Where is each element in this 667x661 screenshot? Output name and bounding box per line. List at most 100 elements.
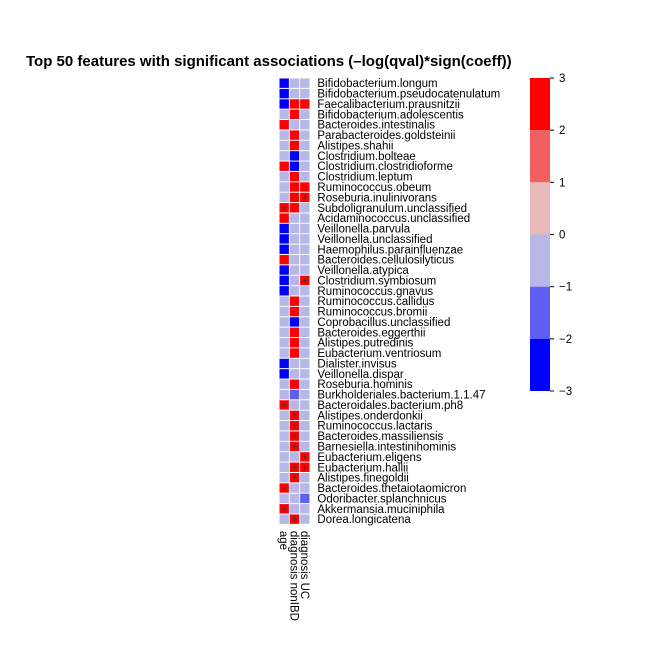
heatmap-cell xyxy=(300,483,310,493)
heatmap-cell xyxy=(279,483,289,493)
heatmap-cell xyxy=(289,140,300,151)
heatmap-cell xyxy=(279,161,289,171)
row-label: Barnesiella.intestinihominis xyxy=(317,442,456,454)
row-label: Veillonella.atypica xyxy=(317,265,409,277)
heatmap-cell xyxy=(289,88,300,99)
heatmap-cell xyxy=(279,151,289,161)
heatmap-cell xyxy=(289,99,300,109)
heatmap-cell xyxy=(289,151,300,161)
heatmap-cell xyxy=(300,171,310,182)
row-label: Acidaminococcus.unclassified xyxy=(317,213,470,225)
heatmap-cell xyxy=(289,223,300,234)
row-label: Dialister.invisus xyxy=(317,358,396,370)
heatmap-cell xyxy=(279,472,289,483)
heatmap-cell xyxy=(300,410,310,421)
heatmap-cell xyxy=(300,265,310,275)
row-label: Bacteroidales.bacterium.ph8 xyxy=(317,400,463,412)
heatmap-cell xyxy=(300,348,310,358)
heatmap-cell xyxy=(300,130,310,140)
row-label: Bacteroides.eggerthii xyxy=(317,327,425,339)
significance-marker: + xyxy=(302,452,307,462)
legend-tick-label: 1 xyxy=(559,177,565,189)
heatmap-cell xyxy=(279,192,289,203)
significance-marker: + xyxy=(292,410,297,420)
legend-tick-label: −1 xyxy=(559,282,572,294)
heatmap-cell xyxy=(289,203,300,213)
heatmap-cell xyxy=(289,109,300,120)
heatmap-cell xyxy=(279,306,289,317)
row-label: Bifidobacterium.pseudocatenulatum xyxy=(317,89,500,101)
heatmap-cell xyxy=(289,369,300,379)
heatmap-cell xyxy=(300,431,310,441)
heatmap-cell xyxy=(279,265,289,275)
heatmap-cell xyxy=(279,275,289,286)
row-label: Veillonella.parvula xyxy=(317,224,410,236)
heatmap-cell xyxy=(279,286,289,296)
heatmap-cell xyxy=(300,317,310,327)
row-label: Alistipes.finegoldii xyxy=(317,473,408,485)
legend-tick-label: 2 xyxy=(559,125,565,137)
row-label: Burkholderiales.bacterium.1.1.47 xyxy=(317,390,485,402)
row-label: Parabacteroides.goldsteinii xyxy=(317,130,455,142)
heatmap-cell xyxy=(279,441,289,452)
heatmap-cell xyxy=(300,161,310,171)
row-label: Bifidobacterium.adolescentis xyxy=(317,109,464,121)
legend-color-bin xyxy=(530,286,550,339)
heatmap-cell xyxy=(289,130,300,140)
heatmap-cell xyxy=(300,441,310,452)
row-label: Eubacterium.eligens xyxy=(317,452,421,464)
significance-marker: + xyxy=(282,400,287,410)
heatmap-cell xyxy=(279,234,289,244)
row-label: Bacteroides.thetaiotaomicron xyxy=(317,483,466,495)
heatmap-cell xyxy=(300,120,310,130)
heatmap-cell xyxy=(289,296,300,306)
significance-markers: ++++++++++ +++++ xyxy=(282,192,308,524)
heatmap-cell xyxy=(300,327,310,338)
heatmap-cell xyxy=(300,244,310,254)
heatmap-cell xyxy=(289,338,300,348)
heatmap-cell xyxy=(289,514,300,524)
heatmap-cell xyxy=(289,483,300,493)
heatmap-cell xyxy=(300,223,310,234)
heatmap-cell xyxy=(289,504,300,514)
heatmap-cell xyxy=(300,493,310,504)
heatmap-cell xyxy=(289,120,300,130)
significance-marker: + xyxy=(282,203,287,213)
heatmap-cell xyxy=(279,338,289,348)
heatmap-cell xyxy=(289,192,300,203)
significance-marker: + xyxy=(292,421,297,431)
row-label: Roseburia.inulinivorans xyxy=(317,192,437,204)
legend-color-bin xyxy=(530,78,550,131)
heatmap-cell xyxy=(279,410,289,421)
row-labels: Bifidobacterium.longumBifidobacterium.ps… xyxy=(317,78,500,526)
row-label: Akkermansia.muciniphila xyxy=(317,504,445,516)
significance-marker: + xyxy=(282,483,287,493)
row-label: Alistipes.putredinis xyxy=(317,338,413,350)
heatmap-cell xyxy=(300,275,310,286)
legend-tick-label: −2 xyxy=(559,334,572,346)
heatmap-cell xyxy=(300,504,310,514)
color-legend: 3 2 1 0 −1 −2 −3 xyxy=(530,73,572,398)
heatmap-cell xyxy=(300,286,310,296)
heatmap-cell xyxy=(279,171,289,182)
column-label: diagnosis nonIBD xyxy=(288,531,300,621)
row-label: Haemophilus.parainfluenzae xyxy=(317,244,463,256)
legend-tick-label: −3 xyxy=(559,386,572,398)
heatmap-cell xyxy=(279,379,289,389)
heatmap-cell xyxy=(289,400,300,410)
heatmap-cell xyxy=(289,213,300,223)
heatmap-cell xyxy=(289,275,300,286)
heatmap-cell xyxy=(289,327,300,338)
heatmap-cell xyxy=(300,140,310,151)
chart-title: Top 50 features with significant associa… xyxy=(26,53,512,70)
heatmap-cell xyxy=(300,203,310,213)
row-label: Bacteroides.massiliensis xyxy=(317,431,443,443)
row-label: Alistipes.onderdonkii xyxy=(317,410,422,422)
heatmap-cell xyxy=(279,452,289,462)
row-label: Coprobacillus.unclassified xyxy=(317,317,450,329)
heatmap-cell xyxy=(300,358,310,369)
legend-color-bin xyxy=(530,234,550,287)
heatmap-cell xyxy=(289,421,300,431)
significance-marker: + xyxy=(302,462,307,472)
heatmap-cell xyxy=(289,286,300,296)
